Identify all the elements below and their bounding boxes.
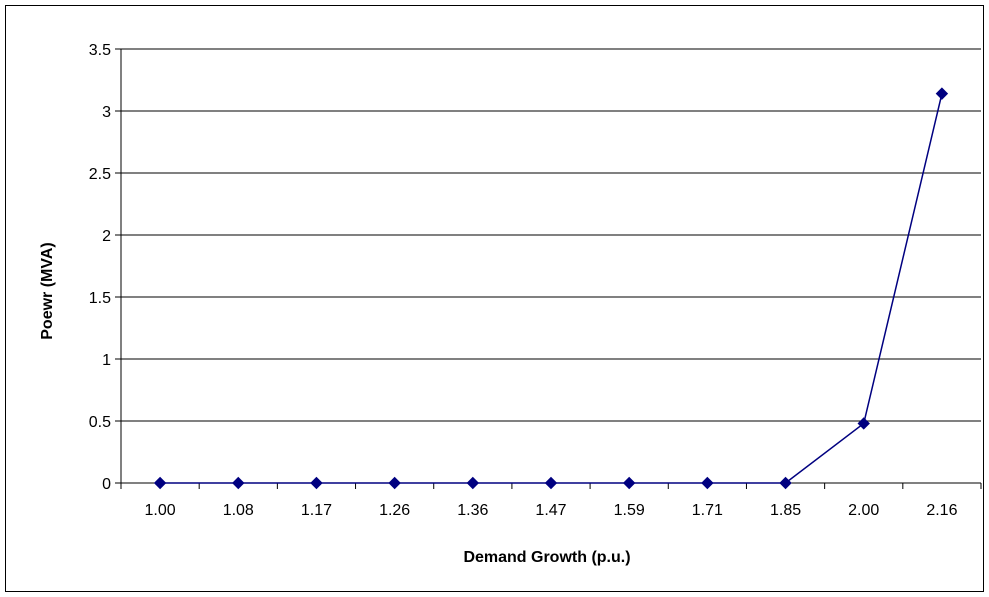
x-tick-labels: 1.00 1.08 1.17 1.26 1.36 1.47 1.59 1.71 1.85 2.00… — [120, 483, 982, 519]
x-tick-label: 1.36 — [457, 502, 488, 519]
gridlines — [121, 48, 981, 422]
data-point-marker — [232, 476, 245, 490]
y-tick-labels: 0 0.5 1 1.5 2 2.5 3 3.5 — [89, 42, 121, 493]
y-tick-label: 3 — [102, 104, 111, 121]
data-point-marker — [466, 476, 480, 490]
y-tick-label: 2.5 — [89, 166, 111, 183]
data-point-marker — [701, 476, 714, 490]
y-tick-label: 2 — [102, 228, 111, 245]
x-tick-label: 1.71 — [692, 502, 723, 519]
y-tick-label: 0 — [102, 476, 111, 493]
data-point-marker — [310, 476, 323, 490]
x-tick-label: 1.00 — [145, 502, 176, 519]
data-point-marker — [779, 476, 792, 490]
chart-frame — [5, 5, 984, 592]
data-point-marker — [857, 417, 870, 430]
y-tick-label: 1.5 — [89, 290, 111, 307]
data-point-marker — [622, 476, 636, 490]
series-layer — [153, 87, 949, 490]
data-point-marker — [544, 476, 558, 490]
y-tick-label: 1 — [102, 352, 111, 369]
data-point-marker — [153, 476, 167, 490]
x-tick-label: 2.00 — [848, 502, 879, 519]
x-tick-label: 2.16 — [926, 502, 957, 519]
x-tick-label: 1.26 — [379, 502, 410, 519]
axes — [120, 49, 981, 484]
y-tick-label: 0.5 — [89, 414, 111, 431]
series-line — [160, 93, 943, 484]
data-point-marker — [388, 476, 401, 490]
y-axis-title: Poewr (MVA) — [39, 242, 56, 339]
x-tick-label: 1.47 — [535, 502, 566, 519]
x-tick-label: 1.17 — [301, 502, 332, 519]
x-tick-label: 1.59 — [614, 502, 645, 519]
data-point-marker — [935, 87, 949, 100]
x-axis-title: Demand Growth (p.u.) — [463, 549, 630, 566]
x-tick-label: 1.08 — [223, 502, 254, 519]
x-tick-label: 1.85 — [770, 502, 801, 519]
y-tick-label: 3.5 — [89, 42, 111, 59]
